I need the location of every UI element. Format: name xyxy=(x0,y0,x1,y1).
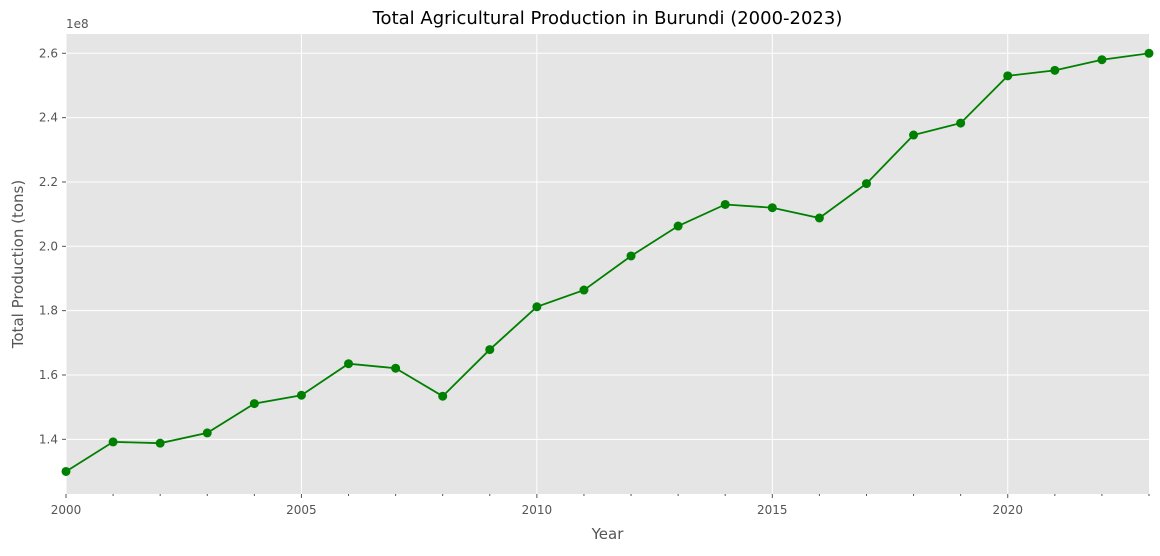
y-axis-label: Total Production (tons) xyxy=(9,180,27,349)
x-tick-label: 2010 xyxy=(522,503,553,517)
data-point-marker xyxy=(767,203,777,213)
y-axis-offset-label: 1e8 xyxy=(66,17,89,31)
plot-area xyxy=(66,34,1149,494)
data-point-marker xyxy=(485,345,495,355)
data-point-marker xyxy=(909,130,919,140)
y-tick-label: 2.4 xyxy=(39,111,58,125)
data-point-marker xyxy=(1097,55,1107,65)
y-tick-label: 1.6 xyxy=(39,368,58,382)
y-tick-label: 2.0 xyxy=(39,239,58,253)
x-tick-label: 2005 xyxy=(286,503,317,517)
data-point-marker xyxy=(108,437,118,447)
data-point-marker xyxy=(579,285,589,295)
data-point-marker xyxy=(296,390,306,400)
axis-ticks: 2000 2005 2010 2015 2020 1.4 1.6 1.8 2.0 2.2 2.4 2.… xyxy=(39,46,1150,517)
data-point-marker xyxy=(673,221,683,231)
y-tick-label: 2.2 xyxy=(39,175,58,189)
x-tick-label: 2020 xyxy=(992,503,1023,517)
x-axis-label: Year xyxy=(591,525,625,543)
data-point-marker xyxy=(249,399,259,409)
data-point-marker xyxy=(956,118,966,128)
data-point-marker xyxy=(532,302,542,312)
data-point-marker xyxy=(626,251,636,261)
chart-title: Total Agricultural Production in Burundi… xyxy=(372,8,843,29)
data-point-marker xyxy=(61,466,71,476)
y-tick-label: 1.8 xyxy=(39,304,58,318)
data-point-marker xyxy=(438,391,448,401)
y-tick-label: 1.4 xyxy=(39,432,58,446)
data-point-marker xyxy=(720,199,730,209)
grid-lines xyxy=(65,34,1149,494)
data-series xyxy=(61,48,1154,476)
x-tick-label: 2015 xyxy=(757,503,788,517)
data-point-marker xyxy=(814,213,824,223)
data-point-marker xyxy=(1050,65,1060,75)
data-point-marker xyxy=(202,428,212,438)
data-point-marker xyxy=(344,359,354,369)
data-point-marker xyxy=(155,438,165,448)
y-tick-label: 2.6 xyxy=(39,46,58,60)
data-point-marker xyxy=(1144,48,1154,58)
data-point-marker xyxy=(391,363,401,373)
x-tick-label: 2000 xyxy=(51,503,82,517)
data-point-marker xyxy=(861,179,871,189)
series-line xyxy=(65,52,1150,473)
data-point-marker xyxy=(1003,71,1013,81)
